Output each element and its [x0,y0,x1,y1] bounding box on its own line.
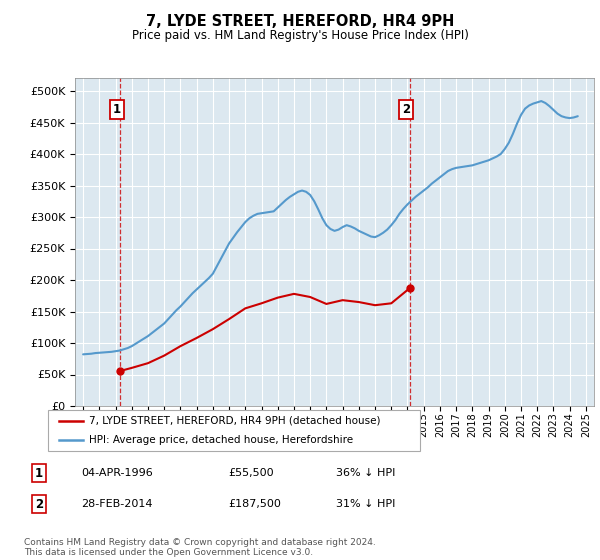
Text: 04-APR-1996: 04-APR-1996 [81,468,153,478]
Text: 1: 1 [113,104,121,116]
Text: 7, LYDE STREET, HEREFORD, HR4 9PH (detached house): 7, LYDE STREET, HEREFORD, HR4 9PH (detac… [89,416,380,426]
Point [405,283,415,292]
Text: HPI: Average price, detached house, Herefordshire: HPI: Average price, detached house, Here… [89,435,353,445]
Text: 28-FEB-2014: 28-FEB-2014 [81,499,152,509]
Text: 2: 2 [402,104,410,116]
Text: £187,500: £187,500 [228,499,281,509]
Text: Price paid vs. HM Land Registry's House Price Index (HPI): Price paid vs. HM Land Registry's House … [131,29,469,42]
Text: 7, LYDE STREET, HEREFORD, HR4 9PH: 7, LYDE STREET, HEREFORD, HR4 9PH [146,14,454,29]
Point [115,367,125,376]
Text: 31% ↓ HPI: 31% ↓ HPI [336,499,395,509]
Text: £55,500: £55,500 [228,468,274,478]
Text: 1: 1 [35,466,43,480]
Text: Contains HM Land Registry data © Crown copyright and database right 2024.
This d: Contains HM Land Registry data © Crown c… [24,538,376,557]
Text: 2: 2 [35,497,43,511]
Text: 36% ↓ HPI: 36% ↓ HPI [336,468,395,478]
